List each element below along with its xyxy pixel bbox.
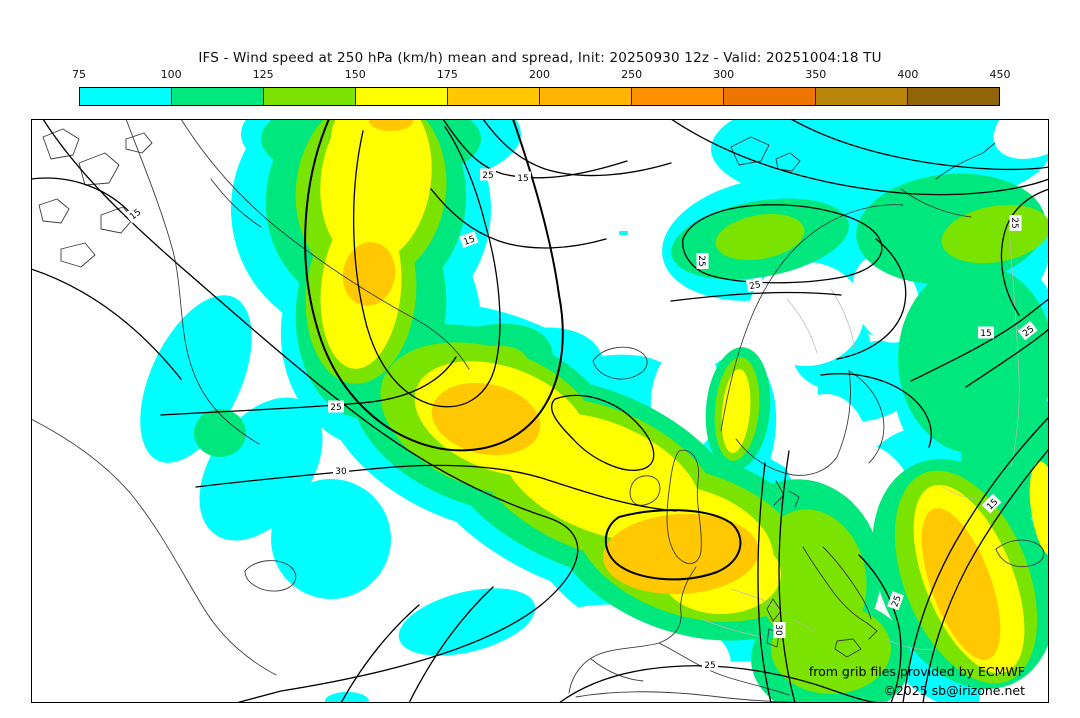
colorbar-tick-label: 175	[436, 68, 458, 81]
svg-text:25: 25	[704, 661, 715, 671]
svg-text:15: 15	[462, 234, 476, 247]
colorbar-tick-label: 250	[621, 68, 643, 81]
colorbar-tick-label: 75	[72, 68, 86, 81]
svg-text:25: 25	[890, 594, 903, 608]
colorbar-segment	[264, 88, 356, 105]
colorbar-tick-label: 200	[529, 68, 550, 81]
colorbar-segment	[172, 88, 264, 105]
svg-text:15: 15	[517, 174, 528, 184]
colorbar-segment	[816, 88, 908, 105]
colorbar-segment	[632, 88, 724, 105]
svg-text:25: 25	[1009, 217, 1019, 228]
contour-label: 25	[1009, 215, 1022, 231]
colorbar-segment	[448, 88, 540, 105]
colorbar-segment	[356, 88, 448, 105]
map-frame-border	[31, 119, 1049, 703]
colorbar-tick-label: 125	[252, 68, 274, 81]
attribution-copyright: ©2025 sb@irizone.net	[883, 683, 1025, 698]
colorbar-segment	[80, 88, 172, 105]
attribution-source: from grib files provided by ECMWF	[809, 664, 1025, 679]
colorbar	[79, 87, 1000, 106]
contour-label: 15	[459, 231, 479, 248]
colorbar-segment	[908, 88, 999, 105]
svg-text:15: 15	[980, 329, 991, 339]
contour-label: 25	[480, 168, 496, 181]
svg-text:25: 25	[696, 255, 706, 266]
contour-label: 15	[978, 326, 994, 339]
contour-label: 25	[745, 276, 764, 292]
svg-text:25: 25	[749, 280, 762, 292]
coastlines	[30, 118, 1045, 704]
contour-label: 25	[328, 400, 344, 413]
country-borders	[700, 228, 1020, 650]
chart-title: IFS - Wind speed at 250 hPa (km/h) mean …	[198, 50, 882, 66]
contour-label: 15	[515, 171, 531, 184]
svg-text:25: 25	[330, 403, 341, 413]
colorbar-tick-label: 100	[160, 68, 182, 81]
spread-contours	[30, 118, 1050, 704]
contour-label: 30	[333, 464, 349, 477]
contour-label: 25	[696, 253, 709, 269]
weather-map: 15 25 15 15 25 30 25 25 25 15 25 15 30 25 25 from grib…	[30, 79, 1080, 718]
svg-text:30: 30	[335, 467, 347, 477]
colorbar-tick-label: 300	[713, 68, 735, 81]
colorbar-segment	[724, 88, 816, 105]
colorbar-segment	[540, 88, 632, 105]
svg-text:30: 30	[773, 624, 783, 636]
contour-label: 30	[773, 622, 786, 638]
contour-label: 25	[887, 591, 904, 611]
colorbar-tick-label: 400	[897, 68, 919, 81]
colorbar-tick-label: 450	[989, 68, 1011, 81]
contour-label: 25	[702, 658, 718, 671]
colorbar-tick-label: 350	[805, 68, 827, 81]
svg-text:25: 25	[482, 171, 493, 181]
colorbar-tick-label: 150	[344, 68, 366, 81]
